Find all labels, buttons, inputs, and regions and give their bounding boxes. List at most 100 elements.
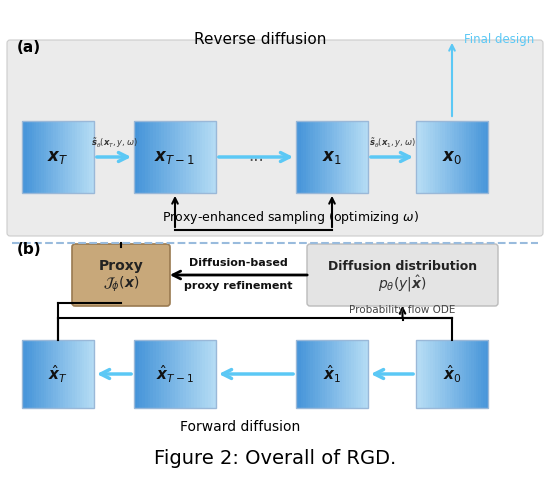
Bar [469, 340, 472, 408]
Bar [481, 121, 483, 193]
Bar [339, 121, 342, 193]
Bar [457, 121, 460, 193]
Bar [200, 121, 203, 193]
Bar [211, 121, 214, 193]
Bar [416, 121, 488, 193]
Text: $\tilde{\boldsymbol{s}}_{\theta}(\boldsymbol{x}_T, y, \omega)$: $\tilde{\boldsymbol{s}}_{\theta}(\boldsy… [91, 136, 138, 150]
Bar [84, 340, 87, 408]
Bar [22, 121, 94, 193]
Bar [303, 121, 306, 193]
Bar [161, 340, 164, 408]
Bar [447, 340, 450, 408]
Bar [140, 121, 142, 193]
Bar [194, 340, 197, 408]
Bar [175, 340, 178, 408]
Bar [164, 121, 167, 193]
Bar [461, 121, 465, 193]
FancyBboxPatch shape [72, 244, 170, 306]
Bar [310, 340, 314, 408]
Bar [315, 121, 318, 193]
Bar [351, 121, 354, 193]
Bar [334, 121, 337, 193]
Bar [169, 340, 173, 408]
Bar [327, 121, 330, 193]
Bar [68, 121, 70, 193]
Text: Proxy: Proxy [98, 259, 144, 273]
Bar [147, 340, 151, 408]
Bar [454, 340, 457, 408]
Bar [361, 121, 364, 193]
Bar [156, 121, 159, 193]
Bar [483, 340, 486, 408]
Bar [202, 121, 206, 193]
Bar [145, 121, 148, 193]
Bar [140, 340, 142, 408]
Bar [92, 340, 95, 408]
Bar [359, 340, 361, 408]
Bar [60, 121, 63, 193]
Bar [22, 340, 25, 408]
Bar [202, 340, 206, 408]
Bar [205, 340, 208, 408]
Bar [134, 340, 138, 408]
Bar [320, 121, 323, 193]
Text: $\mathcal{J}_{\phi}(\boldsymbol{x})$: $\mathcal{J}_{\phi}(\boldsymbol{x})$ [103, 274, 139, 294]
Bar [41, 121, 44, 193]
Bar [65, 121, 68, 193]
Bar [189, 340, 192, 408]
Text: $\hat{\boldsymbol{x}}_1$: $\hat{\boldsymbol{x}}_1$ [323, 363, 341, 385]
Bar [56, 340, 58, 408]
Bar [80, 121, 82, 193]
Bar [31, 340, 35, 408]
Bar [433, 340, 436, 408]
Bar [442, 121, 446, 193]
Bar [431, 121, 433, 193]
Bar [325, 340, 328, 408]
Bar [354, 121, 356, 193]
Bar [426, 340, 428, 408]
Bar [150, 121, 153, 193]
Bar [359, 121, 361, 193]
Bar [474, 340, 476, 408]
Bar [189, 121, 192, 193]
Bar [481, 340, 483, 408]
Bar [156, 340, 159, 408]
Bar [356, 121, 359, 193]
Bar [486, 121, 488, 193]
Bar [36, 340, 39, 408]
Bar [153, 121, 156, 193]
Bar [161, 121, 164, 193]
Bar [419, 121, 421, 193]
Bar [438, 340, 441, 408]
Bar [344, 121, 347, 193]
Bar [452, 121, 455, 193]
Bar [447, 121, 450, 193]
Bar [77, 340, 80, 408]
Bar [142, 121, 145, 193]
Bar [178, 340, 181, 408]
Bar [191, 340, 195, 408]
Bar [208, 121, 211, 193]
Bar [327, 340, 330, 408]
Text: Final design: Final design [464, 34, 534, 46]
Bar [296, 121, 368, 193]
Bar [421, 121, 424, 193]
Bar [317, 121, 321, 193]
Bar [31, 121, 35, 193]
Bar [46, 121, 49, 193]
Bar [213, 340, 217, 408]
Text: Diffusion-based: Diffusion-based [189, 258, 288, 268]
Bar [320, 340, 323, 408]
Bar [459, 340, 462, 408]
Bar [183, 121, 186, 193]
Bar [134, 121, 138, 193]
Bar [180, 340, 184, 408]
Bar [334, 340, 337, 408]
FancyBboxPatch shape [7, 40, 543, 236]
Bar [24, 340, 28, 408]
Bar [197, 340, 200, 408]
Text: $\boldsymbol{x}_1$: $\boldsymbol{x}_1$ [322, 148, 342, 166]
Bar [75, 121, 78, 193]
Bar [58, 340, 61, 408]
Bar [213, 121, 217, 193]
